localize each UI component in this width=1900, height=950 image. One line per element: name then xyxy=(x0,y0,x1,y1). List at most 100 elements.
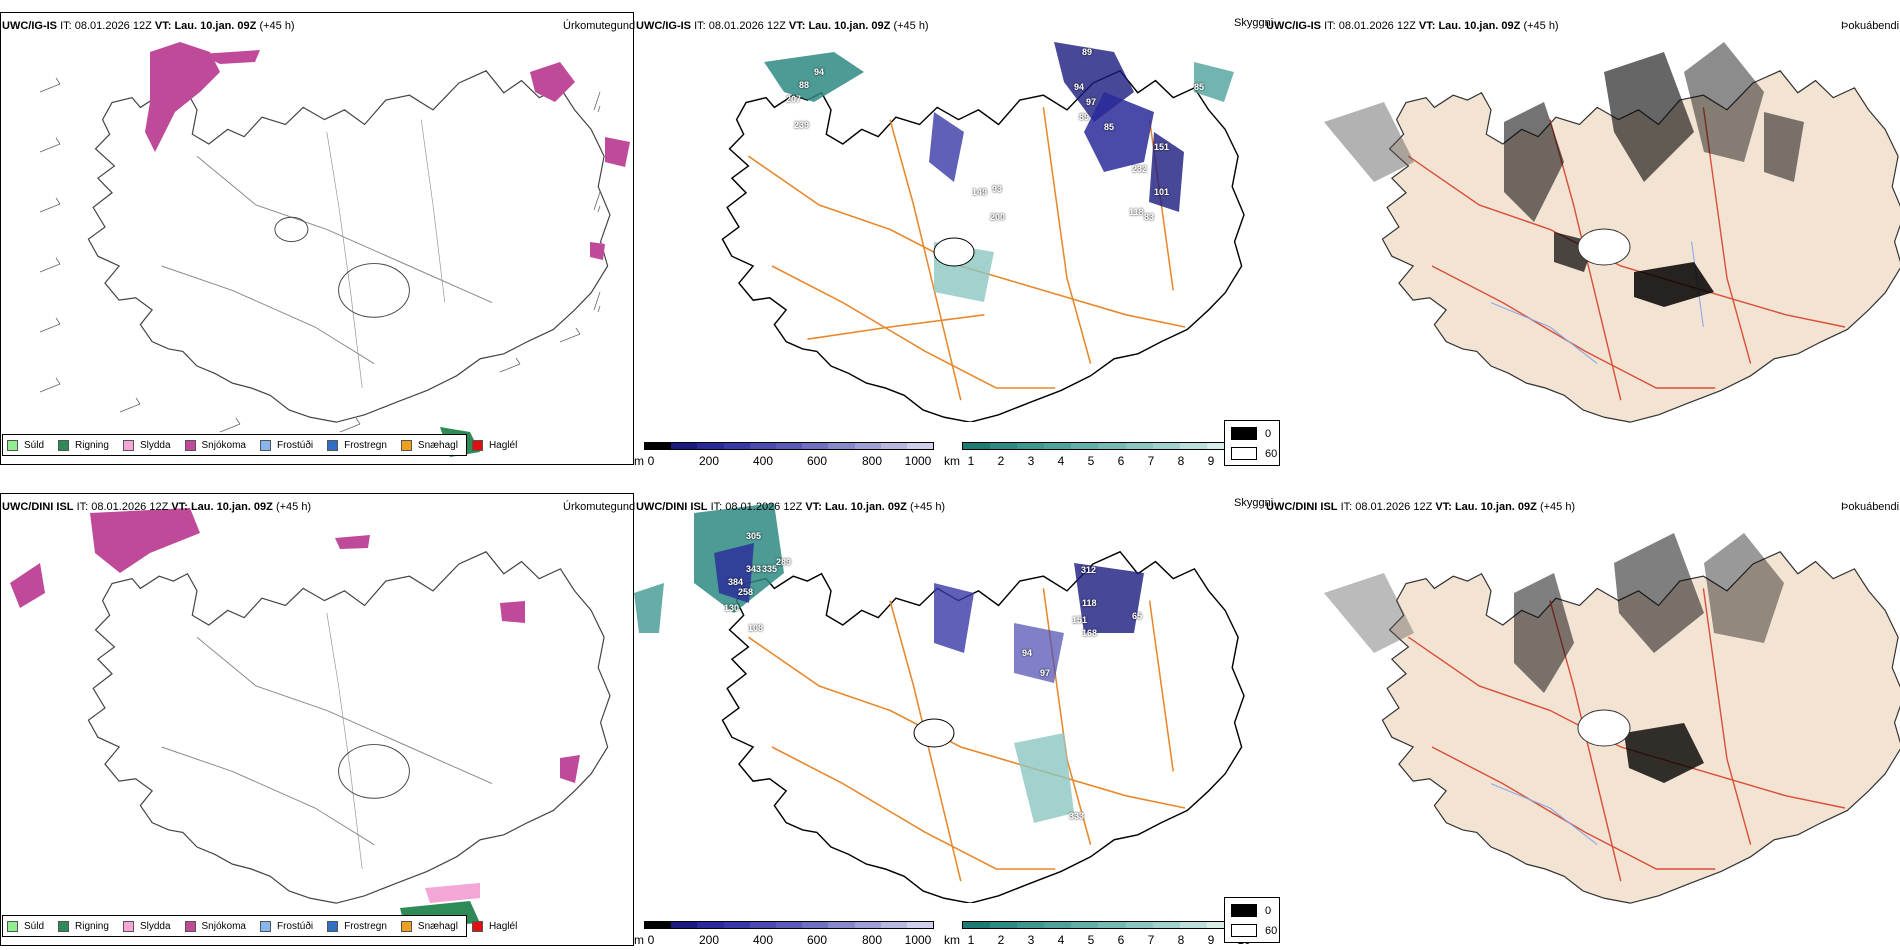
colorbar-tick: 2 xyxy=(997,933,1005,947)
legend-item: Rigning xyxy=(58,439,109,451)
it-value: 08.01.2026 12Z xyxy=(74,20,152,32)
legend-swatch xyxy=(471,439,483,451)
visibility-map xyxy=(721,42,1245,422)
legend-label: Rigning xyxy=(75,439,109,451)
it-label: IT: xyxy=(76,501,89,513)
lead-time: (+45 h) xyxy=(275,501,312,513)
colorbar-tick: 4 xyxy=(1057,454,1065,468)
cloud-base-legend: 0 60 xyxy=(1224,897,1280,943)
visibility-colorbar-km: km 1 2 3 4 5 6 7 8 9 10 xyxy=(944,921,1264,947)
legend-label: Haglél xyxy=(488,439,518,451)
legend-item: Frostúði xyxy=(259,439,314,451)
cloud-base-legend: 0 60 xyxy=(1224,420,1280,466)
vt-label: VT: xyxy=(1435,501,1452,513)
vt-value: Lau. 10.jan. 09Z xyxy=(174,20,257,32)
legend-item: Súld xyxy=(7,439,45,451)
legend-swatch xyxy=(259,439,271,451)
lead-time: (+45 h) xyxy=(1523,20,1559,32)
legend-label: Súld xyxy=(24,439,45,451)
colorbar-strip xyxy=(962,442,1262,450)
colorbar-tick: 3 xyxy=(1027,454,1035,468)
legend-item: Slydda xyxy=(122,439,171,451)
precip-map-frame xyxy=(0,493,634,946)
colorbar-tick: 200 xyxy=(698,933,720,947)
model-name: UWC/DINI ISL xyxy=(636,501,708,513)
vt-value: Lau. 10.jan. 09Z xyxy=(808,20,891,32)
colorbar-tick: 8 xyxy=(1177,454,1185,468)
legend-label: 0 xyxy=(1265,427,1272,440)
model-name: UWC/IG-IS xyxy=(636,20,691,32)
legend-swatch xyxy=(327,439,339,451)
colorbar-tick: 1000 xyxy=(904,454,932,468)
run-header: UWC/DINI ISL IT: 08.01.2026 12Z VT: Lau.… xyxy=(1266,501,1575,513)
legend-swatch xyxy=(1231,904,1257,917)
colorbar-strip xyxy=(962,921,1262,929)
legend-item: 0 xyxy=(1231,904,1271,917)
colorbar-unit: km xyxy=(944,454,960,468)
it-label: IT: xyxy=(60,20,72,32)
legend-item: Slydda xyxy=(122,920,171,932)
legend-label: Snjókoma xyxy=(201,439,246,451)
vt-value: Lau. 10.jan. 09Z xyxy=(824,501,907,513)
legend-label: Frostregn xyxy=(344,920,387,932)
colorbar-strip xyxy=(644,442,934,450)
visibility-map xyxy=(634,503,1245,903)
legend-item: Frostregn xyxy=(327,439,387,451)
it-value: 08.01.2026 12Z xyxy=(708,20,786,32)
colorbar-tick: 800 xyxy=(861,454,883,468)
legend-swatch xyxy=(400,920,412,932)
model-name: UWC/DINI ISL xyxy=(1266,501,1338,513)
precip-map xyxy=(39,42,630,457)
vt-label: VT: xyxy=(154,20,172,32)
precip-map xyxy=(10,508,611,928)
colorbar-tick: 8 xyxy=(1177,933,1185,947)
legend-label: Frostúði xyxy=(276,439,314,451)
visibility-colorbar-m: m 0 200 400 600 800 1000 xyxy=(634,442,934,468)
colorbar-tick: 5 xyxy=(1087,933,1095,947)
legend-label: 60 xyxy=(1265,447,1278,460)
legend-label: Snæhagl xyxy=(417,920,458,932)
colorbar-tick: 1 xyxy=(967,933,975,947)
colorbar-unit: km xyxy=(944,933,960,947)
colorbar-tick: 800 xyxy=(861,933,883,947)
colorbar-tick: 400 xyxy=(752,933,774,947)
it-value: 08.01.2026 12Z xyxy=(91,501,169,513)
colorbar-strip xyxy=(644,921,934,929)
legend-item: Snæhagl xyxy=(400,439,458,451)
colorbar-tick: 0 xyxy=(647,454,655,468)
colorbar-tick: 5 xyxy=(1087,454,1095,468)
panel-title-precip: Úrkomutegund xyxy=(563,501,636,513)
colorbar-tick: 600 xyxy=(806,454,828,468)
legend-swatch xyxy=(1231,447,1257,460)
colorbar-tick: 1 xyxy=(967,454,975,468)
model-name: UWC/IG-IS xyxy=(2,20,57,32)
legend-item: 60 xyxy=(1231,447,1277,460)
legend-label: Slydda xyxy=(139,439,171,451)
colorbar-tick: 0 xyxy=(647,933,655,947)
fog-map xyxy=(1324,533,1900,904)
panel-title-fog: Þokuábendi xyxy=(1841,20,1900,32)
precip-panel-bottom: Súld Rigning Slydda Snjókoma Frostúði Fr… xyxy=(0,493,634,946)
colorbar-tick: 6 xyxy=(1117,454,1125,468)
vt-value: Lau. 10.jan. 09Z xyxy=(1454,501,1537,513)
it-label: IT: xyxy=(710,501,723,513)
vt-label: VT: xyxy=(805,501,822,513)
legend-label: Frostregn xyxy=(344,439,387,451)
legend-label: Snjókoma xyxy=(201,920,246,932)
vt-label: VT: xyxy=(1418,20,1436,32)
legend-swatch xyxy=(1231,427,1257,440)
colorbar-tick: 600 xyxy=(806,933,828,947)
legend-label: Haglél xyxy=(488,920,518,932)
legend-swatch xyxy=(122,439,134,451)
colorbar-unit: m xyxy=(634,933,644,947)
legend-item: Haglél xyxy=(471,439,518,451)
vt-value: Lau. 10.jan. 09Z xyxy=(190,501,273,513)
legend-swatch xyxy=(471,920,483,932)
legend-item: Haglél xyxy=(471,920,518,932)
panel-title-visibility: Skyggni xyxy=(1234,17,1274,29)
precip-panel-top: Súld Rigning Slydda Snjókoma Frostúði Fr… xyxy=(0,12,634,465)
it-label: IT: xyxy=(694,20,706,32)
legend-swatch xyxy=(400,439,412,451)
legend-label: 60 xyxy=(1265,924,1278,937)
visibility-panel-bottom: m 0 200 400 600 800 1000 km 1 2 3 4 5 6 … xyxy=(634,493,1264,947)
